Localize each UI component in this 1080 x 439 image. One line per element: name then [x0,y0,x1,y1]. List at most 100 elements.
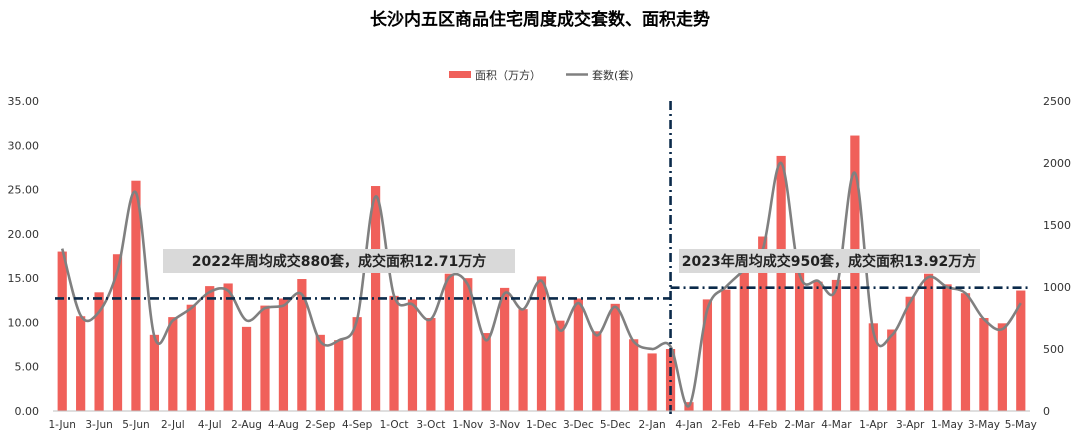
bar-area [905,296,915,411]
bar-area [758,236,768,411]
y-right-tick-label: 2500 [1043,95,1071,108]
bar-area [260,305,270,411]
bar-area [186,304,196,411]
x-tick-label: 2-Sep [305,419,336,431]
y-left-tick-label: 0.00 [15,405,40,418]
bar-area [721,289,731,411]
bar-area [794,271,805,411]
bar-area [205,286,215,411]
chart-title: 长沙内五区商品住宅周度成交套数、面积走势 [370,9,710,30]
bar-area [500,287,510,411]
bar-area [647,353,657,411]
bar-area [463,278,473,411]
y-axis-right: 0 500 1000 1500 2000 2500 [1043,95,1071,418]
bar-area [887,329,897,411]
x-tick-label: 1-Jun [48,419,75,431]
y-left-tick-label: 20.00 [8,228,40,241]
annotation-2022-text: 2022年周均成交880套，成交面积12.71万方 [192,253,486,270]
reference-lines [55,101,1030,414]
x-tick-label: 1-Nov [452,419,483,431]
x-tick-label: 4-Aug [268,419,299,431]
x-tick-label: 1-Apr [859,419,888,431]
y-left-tick-label: 35.00 [8,95,40,108]
y-right-tick-label: 2000 [1043,157,1071,170]
bar-area [610,303,620,411]
bar-area [813,281,823,411]
y-left-tick-label: 30.00 [8,139,40,152]
y-right-tick-label: 1500 [1043,219,1071,232]
line-series-count [60,161,1022,408]
bar-area [942,284,952,411]
bar-area [518,309,528,411]
bar-area [831,279,842,411]
annotation-2023-box [679,249,980,273]
x-tick-label: 2-Jul [161,419,185,431]
bar-area [979,318,989,411]
bar-area [407,299,418,411]
bar-area [352,317,362,411]
bar-area [149,334,159,411]
x-axis: 1-Jun 3-Jun 5-Jun 2-Jul 4-Jul 2-Aug 4-Aug 2-Sep… [48,410,1037,431]
bar-area [536,276,547,411]
bar-area [555,320,565,411]
bar-area [850,135,860,412]
bar-area [444,273,454,411]
x-tick-label: 5-Jun [122,419,149,431]
bar-area [112,254,123,411]
bar-area [739,260,749,411]
y-left-tick-label: 25.00 [8,184,40,197]
bar-area [629,339,639,411]
x-tick-label: 3-May [968,419,1000,431]
x-tick-label: 2-Mar [784,419,815,431]
bar-area [241,326,252,411]
x-tick-label: 4-Mar [821,419,852,431]
y-right-tick-label: 500 [1043,343,1064,356]
bar-area [223,283,233,411]
x-tick-label: 5-Dec [600,419,631,431]
bar-area [776,155,786,411]
x-tick-label: 1-Oct [380,419,409,431]
x-tick-label: 3-Apr [896,419,925,431]
x-tick-label: 4-Jul [198,419,222,431]
annotation-2023-text: 2023年周均成交950套，成交面积13.92万方 [682,253,976,270]
legend-swatch-area [449,71,471,78]
y-right-tick-label: 1000 [1043,281,1071,294]
bar-area [334,340,344,411]
bar-area [131,180,141,411]
x-tick-label: 2-Feb [711,419,740,431]
x-tick-label: 1-Dec [526,419,557,431]
x-tick-label: 2-Aug [231,419,262,431]
annotation-2022: 2022年周均成交880套，成交面积12.71万方 [163,249,515,273]
legend-label-area: 面积（万方） [475,68,541,82]
x-tick-label: 1-May [931,419,963,431]
bar-area [924,273,934,411]
y-left-tick-label: 10.00 [8,316,40,329]
bar-area [94,292,104,411]
x-tick-label: 4-Sep [342,419,373,431]
bar-area [481,333,491,411]
x-tick-label: 3-Oct [416,419,445,431]
y-axis-left: 0.00 5.00 10.00 15.00 20.00 25.00 30.00 35.00 [8,95,40,418]
bar-area [168,317,178,411]
y-left-tick-label: 5.00 [15,361,40,374]
bar-area [76,316,86,411]
bar-area [573,298,583,411]
bar-area [57,251,67,411]
x-tick-label: 4-Feb [748,419,777,431]
bar-area [315,334,325,411]
bar-series-area [57,135,1026,412]
x-tick-label: 2-Jan [638,419,665,431]
bar-area [389,295,399,411]
bar-area [960,293,971,411]
line-count [60,161,1022,408]
x-tick-label: 5-May [1005,419,1037,431]
x-tick-label: 3-Jun [85,419,112,431]
x-tick-label: 3-Dec [563,419,594,431]
legend: 面积（万方） 套数(套) [449,68,634,82]
bar-area [370,186,381,411]
bar-area [592,331,602,411]
annotation-2023: 2023年周均成交950套，成交面积13.92万方 [679,249,980,273]
bar-area [1016,290,1026,411]
bar-area [868,323,878,411]
